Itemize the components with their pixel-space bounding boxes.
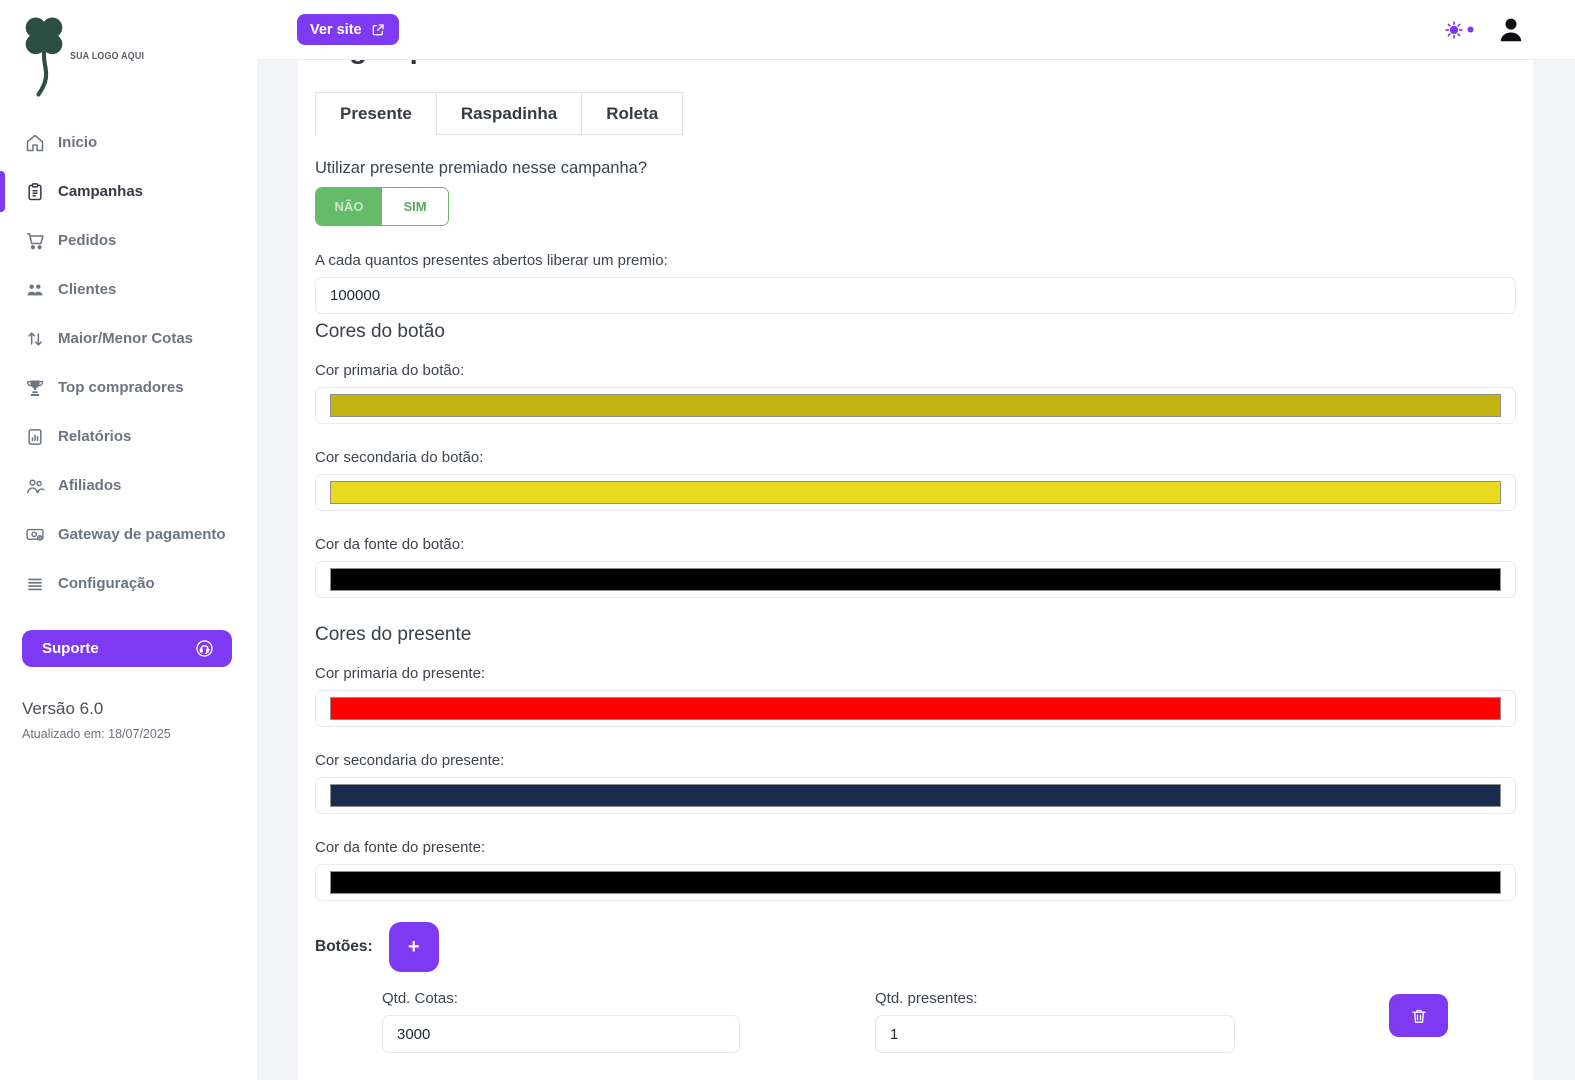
sidebar-item-pedidos[interactable]: Pedidos [0,216,257,265]
color-swatch [330,394,1501,417]
sidebar-item-label: Maior/Menor Cotas [58,330,194,347]
sidebar-item-label: Campanhas [58,183,144,200]
color-swatch [330,784,1501,807]
color-label: Cor secondaria do presente: [315,752,505,769]
home-icon [26,134,44,151]
sidebar-item-afiliados[interactable]: Afiliados [0,461,257,510]
support-button[interactable]: Suporte [22,630,232,667]
sidebar-item-label: Relatórios [58,428,132,445]
premio-input[interactable] [315,277,1516,314]
color-input-primaria-presente[interactable] [315,690,1516,727]
sidebar-item-label: Afiliados [58,477,122,494]
sidebar-item-label: Clientes [58,281,117,298]
sidebar-nav: Inicio Campanhas Pedidos Clientes Maior/… [0,118,257,608]
external-link-icon [372,23,384,35]
menu-lines-icon [28,578,42,590]
sidebar-item-label: Pedidos [58,232,117,249]
premio-toggle: NÃO SIM [315,187,449,226]
sidebar: SUA LOGO AQUI Inicio Campanhas Pedidos C… [0,0,257,1080]
sidebar-item-label: Gateway de pagamento [58,526,226,543]
page-title: Jogos premiados [315,60,1516,67]
color-label: Cor da fonte do presente: [315,839,486,856]
user-icon[interactable] [1496,15,1526,45]
sidebar-item-clientes[interactable]: Clientes [0,265,257,314]
users-icon [27,284,43,295]
sidebar-item-campanhas[interactable]: Campanhas [0,167,257,216]
main-area: Jogos premiados Presente Raspadinha Role… [257,60,1575,1080]
color-input-secondaria-presente[interactable] [315,777,1516,814]
buttons-row: Botões: + [315,922,1516,972]
add-button[interactable]: + [388,922,439,972]
buttons-label: Botões: [315,938,373,955]
delete-button[interactable] [1389,994,1448,1037]
color-input-primaria-botao[interactable] [315,387,1516,424]
view-site-label: Ver site [310,21,362,38]
report-icon [28,428,42,445]
qtd-presentes-label: Qtd. presentes: [875,990,978,1007]
color-swatch [330,697,1501,720]
color-input-fonte-botao[interactable] [315,561,1516,598]
color-label: Cor secondaria do botão: [315,449,484,466]
updated-text: Atualizado em: 18/07/2025 [22,727,171,741]
sidebar-item-maior-menor-cotas[interactable]: Maior/Menor Cotas [0,314,257,363]
color-swatch [330,871,1501,894]
tab-presente[interactable]: Presente [315,92,437,135]
sidebar-item-label: Top compradores [58,379,184,396]
sidebar-item-relatorios[interactable]: Relatórios [0,412,257,461]
sidebar-item-configuracao[interactable]: Configuração [0,559,257,608]
sidebar-item-inicio[interactable]: Inicio [0,118,257,167]
color-input-fonte-presente[interactable] [315,864,1516,901]
qtd-cotas-label: Qtd. Cotas: [382,990,458,1007]
toggle-option-sim[interactable]: SIM [382,188,448,225]
tab-bar: Presente Raspadinha Roleta [315,92,1516,135]
logo[interactable]: SUA LOGO AQUI [0,0,257,100]
clover-logo-icon [25,17,63,97]
sidebar-item-top-compradores[interactable]: Top compradores [0,363,257,412]
topbar: Ver site [257,0,1575,60]
logo-text: SUA LOGO AQUI [70,50,145,62]
cart-icon [27,232,44,249]
sidebar-item-gateway-de-pagamento[interactable]: Gateway de pagamento [0,510,257,559]
support-button-label: Suporte [42,640,99,657]
button-colors-heading: Cores do botão [315,321,445,342]
color-label: Cor primaria do botão: [315,362,465,379]
headset-icon [196,640,213,657]
sort-arrows-icon [28,331,42,346]
affiliates-icon [27,478,45,493]
clipboard-icon [28,182,42,200]
sidebar-item-label: Configuração [58,575,155,592]
qtd-presentes-input[interactable] [875,1015,1235,1053]
payment-icon [26,528,44,541]
color-input-secondaria-botao[interactable] [315,474,1516,511]
dot-icon [1467,26,1474,33]
color-swatch [330,481,1501,504]
premio-label: A cada quantos presentes abertos liberar… [315,252,668,269]
qtd-cotas-input[interactable] [382,1015,740,1053]
theme-toggle[interactable] [1444,20,1474,40]
view-site-button[interactable]: Ver site [297,14,399,45]
trash-icon [1411,1009,1426,1023]
tab-roleta[interactable]: Roleta [581,92,684,135]
color-swatch [330,568,1501,591]
color-label: Cor da fonte do botão: [315,536,465,553]
present-colors-heading: Cores do presente [315,624,472,645]
toggle-option-nao[interactable]: NÃO [316,188,382,225]
topbar-icons [1444,15,1526,45]
trophy-icon [27,380,43,396]
sun-icon [1445,20,1463,39]
active-indicator [0,171,5,212]
color-label: Cor primaria do presente: [315,665,486,682]
version-text: Versão 6.0 [22,699,104,718]
tab-raspadinha[interactable]: Raspadinha [435,92,583,135]
sidebar-item-label: Inicio [58,134,98,151]
quantity-row: Qtd. Cotas: Qtd. presentes: [315,990,1516,1053]
toggle-question: Utilizar presente premiado nesse campanh… [315,159,648,177]
content-card: Jogos premiados Presente Raspadinha Role… [298,60,1533,1080]
